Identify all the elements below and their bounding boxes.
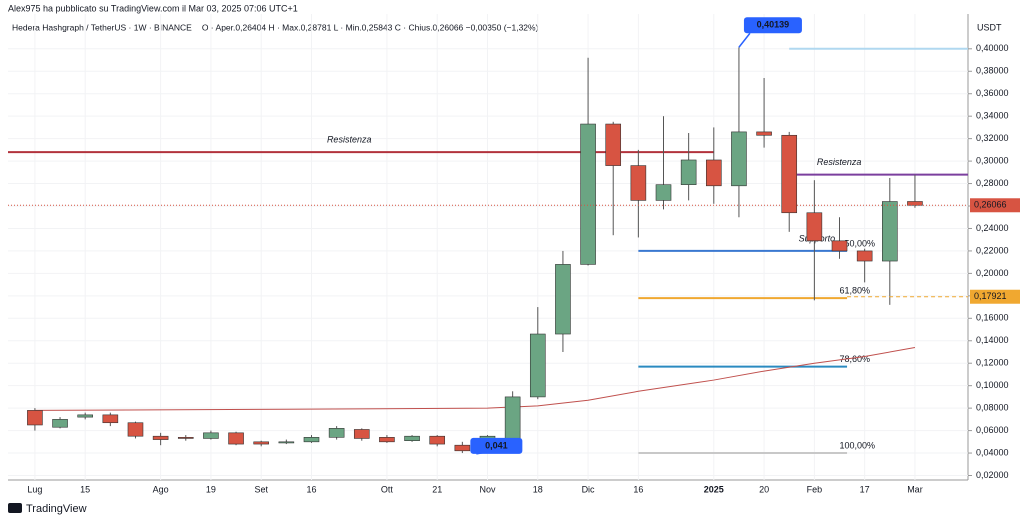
y-tick-label: 0,22000 <box>976 245 1009 255</box>
moving-average <box>34 347 916 411</box>
candle-body <box>504 396 521 440</box>
x-tick-label: Set <box>254 484 268 494</box>
candle-body <box>77 414 93 418</box>
candle-body <box>102 414 119 424</box>
candle-body <box>529 333 546 398</box>
price-label: 0,26066 <box>974 200 1007 210</box>
price-box <box>970 198 1020 213</box>
y-tick-label: 0,12000 <box>976 358 1009 368</box>
level-label: Resistenza <box>817 157 862 167</box>
candle-body <box>705 159 722 187</box>
candle-body <box>353 429 370 439</box>
callout-label: 0,041 <box>485 440 508 450</box>
y-tick-label: 0,14000 <box>976 335 1009 345</box>
candle-body <box>152 435 169 440</box>
candle-body <box>655 184 672 201</box>
x-tick-label: Feb <box>807 484 823 494</box>
x-tick-label: Ott <box>381 484 394 494</box>
footer: TradingView <box>26 503 87 515</box>
x-tick-label: Ago <box>153 484 169 494</box>
candle-body <box>856 250 873 262</box>
level-label: 100,00% <box>840 440 876 450</box>
y-tick-label: 0,10000 <box>976 380 1009 390</box>
candle-body <box>605 123 622 166</box>
candle-body <box>454 444 471 452</box>
candle-body <box>52 419 68 428</box>
callout-pointer <box>476 451 488 455</box>
x-tick-label: 15 <box>80 484 90 494</box>
y-tick-label: 0,24000 <box>976 223 1009 233</box>
candle-body <box>781 134 798 214</box>
candle-body <box>630 165 647 201</box>
price-box <box>970 289 1020 304</box>
candle-body <box>404 435 420 441</box>
x-tick-label: 16 <box>633 484 643 494</box>
logo <box>8 503 22 513</box>
x-tick-label: 2025 <box>704 484 724 494</box>
y-tick-label: 0,16000 <box>976 313 1009 323</box>
candle-body <box>253 441 270 445</box>
y-tick-label: 0,02000 <box>976 470 1009 480</box>
candle-body <box>907 201 923 206</box>
y-tick-label: 0,36000 <box>976 88 1009 98</box>
x-tick-label: 17 <box>860 484 870 494</box>
level-label: 78,60% <box>840 354 871 364</box>
y-axis-label: USDT <box>977 22 1002 32</box>
candle-body <box>278 441 295 444</box>
x-tick-label: Mar <box>907 484 923 494</box>
candle-body <box>882 201 898 262</box>
candle-body <box>328 428 345 438</box>
candle-body <box>429 435 446 445</box>
level-label: Resistenza <box>327 134 372 144</box>
y-tick-label: 0,20000 <box>976 268 1009 278</box>
callout-box <box>743 17 802 34</box>
price-label: 0,17921 <box>974 291 1007 301</box>
callout-box <box>470 437 523 454</box>
x-tick-label: 18 <box>533 484 543 494</box>
x-tick-label: Dic <box>582 484 595 494</box>
y-tick-label: 0,38000 <box>976 66 1009 76</box>
candle-body <box>731 131 747 187</box>
x-tick-label: 20 <box>759 484 769 494</box>
x-tick-label: Nov <box>479 484 496 494</box>
candle-body <box>680 159 697 185</box>
candle-body <box>806 212 823 242</box>
candle-body <box>555 264 571 335</box>
y-tick-label: 0,34000 <box>976 111 1009 121</box>
candle-body <box>379 437 395 443</box>
ohlc: O · Aper.0,26404 H · Max.0,28781 L · Min… <box>202 22 539 32</box>
publisher: Alex975 ha pubblicato su TradingView.com… <box>8 3 298 13</box>
y-tick-label: 0,04000 <box>976 447 1009 457</box>
symbol: Hedera Hashgraph / TetherUS · 1W · BINAN… <box>12 22 192 32</box>
callout-label: 0,40139 <box>757 20 790 30</box>
candle-body <box>831 240 848 252</box>
y-tick-label: 0,40000 <box>976 43 1009 53</box>
x-tick-label: Lug <box>27 484 42 494</box>
x-tick-label: 16 <box>306 484 316 494</box>
candle-body <box>580 123 596 265</box>
y-tick-label: 0,28000 <box>976 178 1009 188</box>
candle-body <box>756 131 772 136</box>
level-label: 61,80% <box>840 285 871 295</box>
candle-body <box>177 437 194 439</box>
y-tick-label: 0,32000 <box>976 133 1009 143</box>
y-tick-label: 0,30000 <box>976 155 1009 165</box>
fib-label: 50,00% <box>845 238 876 248</box>
y-tick-label: 0,08000 <box>976 403 1009 413</box>
candle-body <box>127 422 144 437</box>
candle-body <box>27 410 43 426</box>
x-tick-label: 21 <box>432 484 442 494</box>
candle-body <box>303 437 320 443</box>
callout-pointer <box>738 32 751 48</box>
y-tick-label: 0,06000 <box>976 425 1009 435</box>
x-tick-label: 19 <box>206 484 216 494</box>
candle-body <box>203 432 219 439</box>
candle-body <box>228 432 244 445</box>
